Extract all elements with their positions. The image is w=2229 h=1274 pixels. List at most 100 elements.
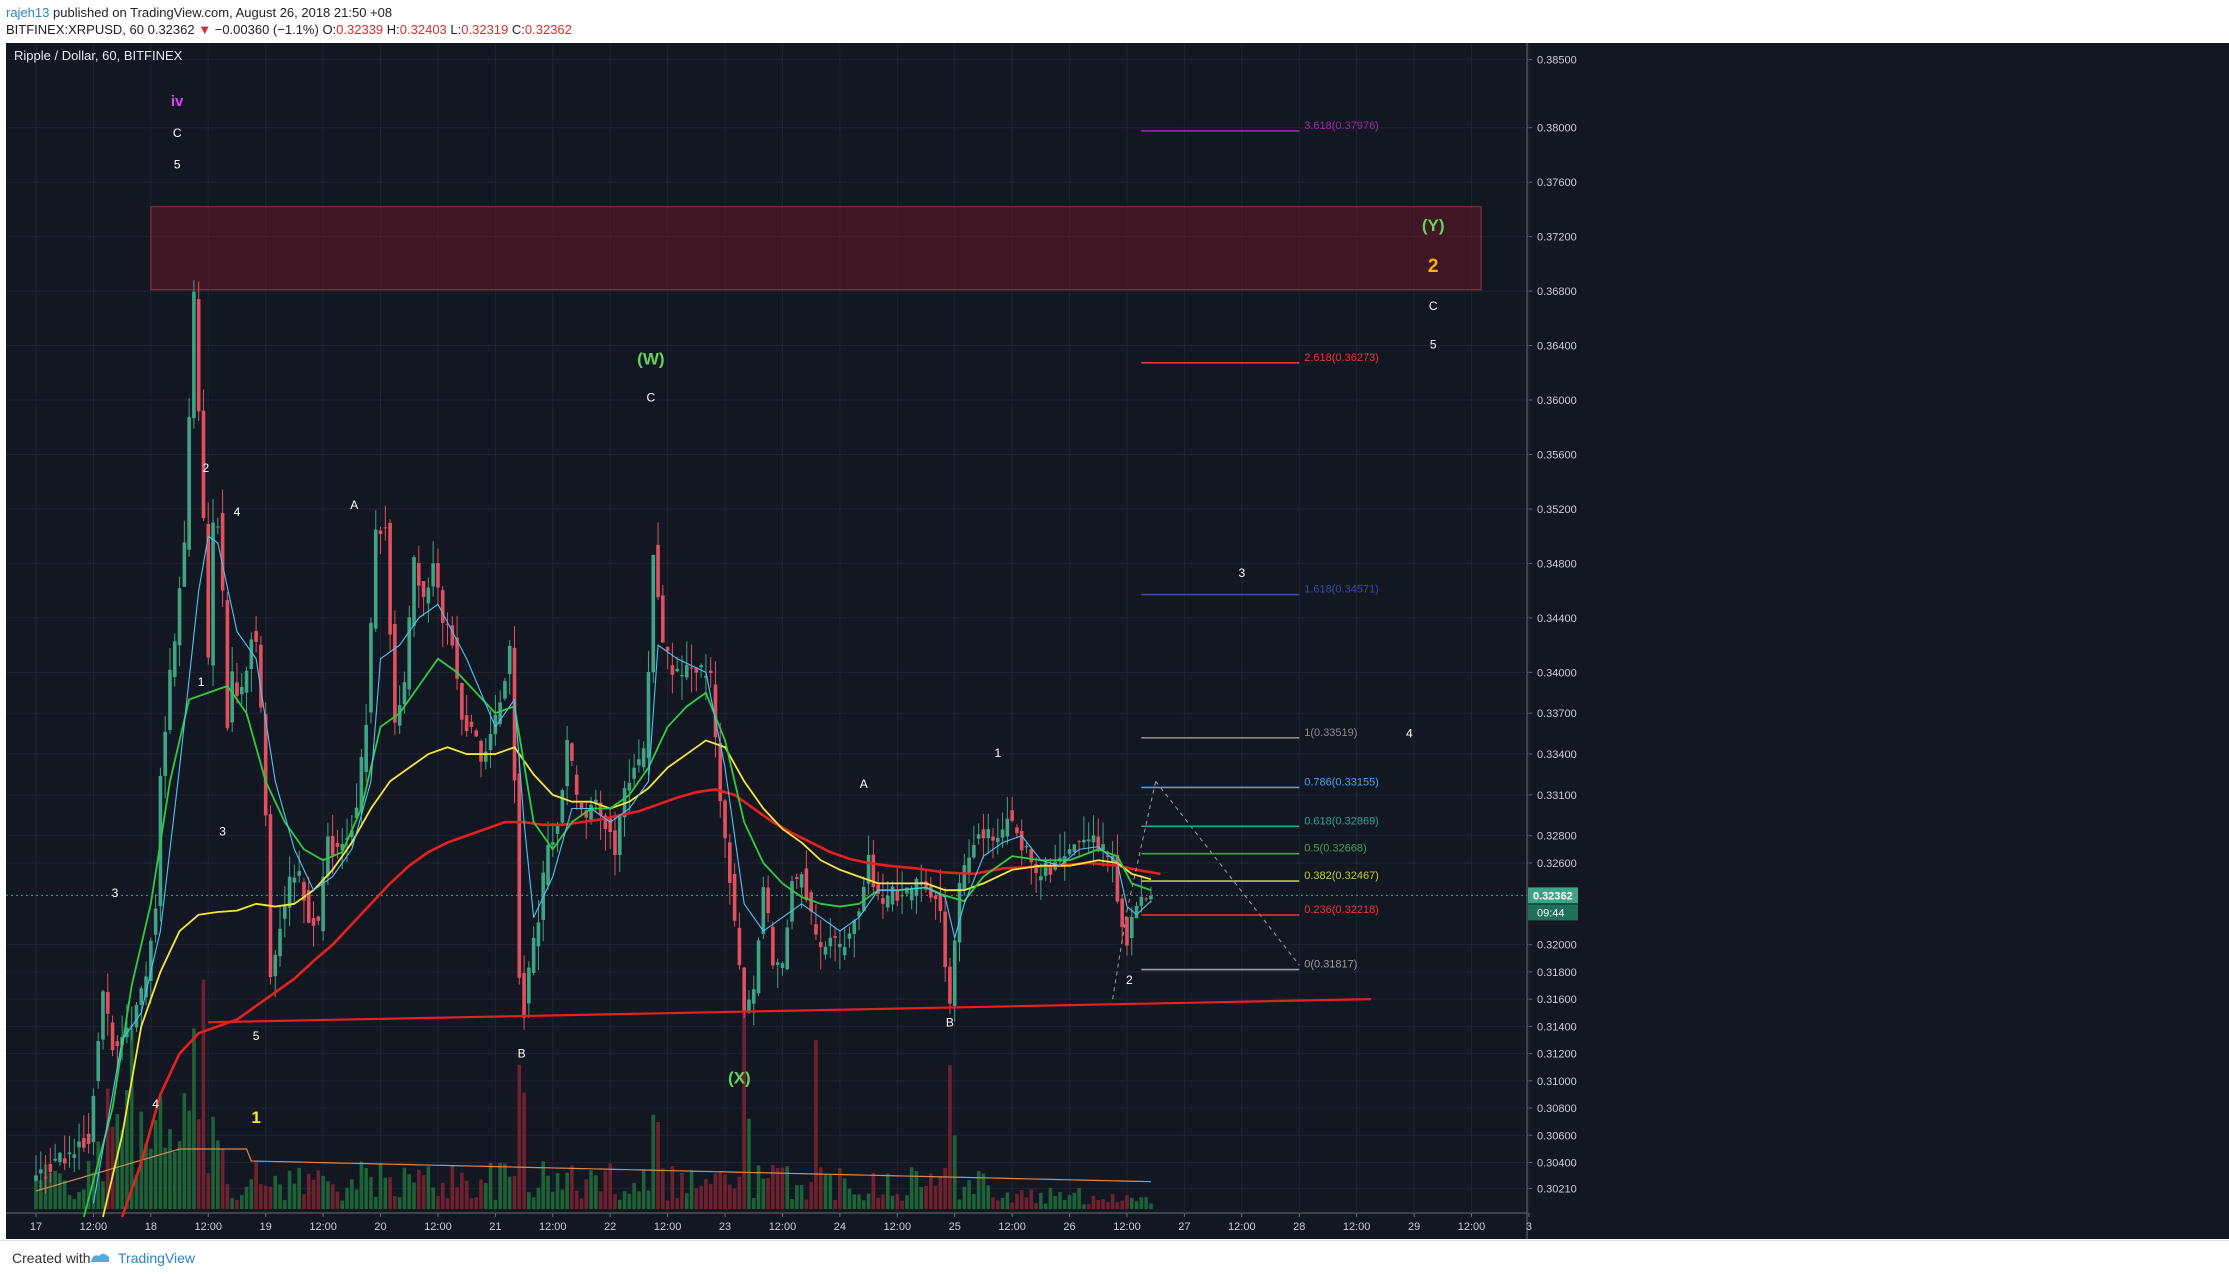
fib-level-label: 1.618(0.34571) bbox=[1304, 584, 1379, 596]
candle-body bbox=[550, 842, 555, 845]
candle-body bbox=[48, 1163, 53, 1173]
candle-body bbox=[579, 802, 584, 810]
publish-info: published on TradingView.com, August 26,… bbox=[53, 5, 393, 20]
wave-label: 3 bbox=[112, 886, 119, 900]
x-tick-label: 12:00 bbox=[194, 1221, 222, 1233]
y-tick-label: 0.38500 bbox=[1537, 55, 1577, 67]
candle-body bbox=[1139, 896, 1144, 906]
volume-bar bbox=[938, 1175, 943, 1209]
volume-bar bbox=[713, 1173, 718, 1209]
volume-bar bbox=[172, 1151, 177, 1209]
wave-label: 1 bbox=[251, 1108, 260, 1127]
volume-bar bbox=[1005, 1192, 1010, 1209]
candle-body bbox=[976, 834, 981, 839]
candle-body bbox=[881, 898, 885, 904]
candle-body bbox=[814, 924, 818, 935]
publish-line: rajeh13 published on TradingView.com, Au… bbox=[6, 5, 392, 20]
chart-area[interactable]: 0.38500 0.38000 0.37600 0.37200 0.36800 0.364… bbox=[0, 43, 2229, 1273]
x-tick-label: 12:00 bbox=[654, 1221, 682, 1233]
fib-level-label: 1(0.33519) bbox=[1304, 727, 1357, 739]
candle-body bbox=[1029, 849, 1034, 863]
volume-bar bbox=[622, 1191, 627, 1209]
volume-bar bbox=[866, 1193, 871, 1209]
candle-body bbox=[1077, 841, 1081, 843]
x-tick-label: 12:00 bbox=[1228, 1221, 1256, 1233]
candle-body bbox=[574, 774, 579, 795]
candle-body bbox=[785, 927, 790, 970]
volume-bar bbox=[235, 1199, 239, 1209]
volume-bar bbox=[919, 1187, 924, 1209]
candle-body bbox=[536, 922, 541, 947]
volume-bar bbox=[517, 1064, 522, 1209]
wave-label: iv bbox=[171, 93, 184, 110]
candle-body bbox=[450, 625, 455, 646]
volume-bar bbox=[579, 1198, 584, 1209]
candle-body bbox=[464, 715, 469, 732]
candle-body bbox=[972, 844, 976, 858]
volume-bar bbox=[421, 1175, 426, 1209]
volume-bar bbox=[1072, 1192, 1077, 1209]
y-tick-label: 0.37600 bbox=[1537, 177, 1577, 189]
volume-bar bbox=[637, 1191, 641, 1209]
volume-bar bbox=[230, 1198, 234, 1209]
volume-bar bbox=[809, 1182, 813, 1209]
low-value: 0.32319 bbox=[461, 22, 509, 37]
volume-bar bbox=[1120, 1200, 1124, 1209]
volume-bar bbox=[708, 1183, 713, 1209]
candle-body bbox=[469, 721, 474, 727]
candle-body bbox=[670, 665, 675, 675]
volume-bar bbox=[369, 1177, 373, 1209]
candle-body bbox=[53, 1158, 57, 1161]
wave-label: B bbox=[946, 1015, 954, 1029]
volume-bar bbox=[302, 1194, 306, 1209]
candle-body bbox=[943, 911, 947, 967]
footer: Created with TradingView bbox=[0, 1240, 2229, 1274]
wave-label: B bbox=[518, 1047, 526, 1061]
candle-body bbox=[1015, 827, 1019, 834]
volume-bar bbox=[761, 1178, 766, 1209]
y-tick-label: 0.32600 bbox=[1537, 858, 1577, 870]
volume-bar bbox=[115, 1114, 120, 1209]
wave-label: A bbox=[860, 777, 868, 791]
candle-body bbox=[507, 645, 512, 675]
candle-body bbox=[1115, 855, 1120, 902]
y-tick-label: 0.30400 bbox=[1537, 1158, 1577, 1170]
volume-bar bbox=[244, 1186, 249, 1209]
volume-bar bbox=[168, 1129, 172, 1209]
volume-bar bbox=[986, 1185, 991, 1209]
volume-bar bbox=[589, 1170, 593, 1209]
volume-bar bbox=[326, 1181, 330, 1209]
candle-body bbox=[1125, 917, 1129, 946]
wave-label: (Y) bbox=[1422, 216, 1445, 235]
resistance-zone bbox=[150, 206, 1482, 291]
volume-bar bbox=[239, 1195, 244, 1209]
open-label: O: bbox=[322, 22, 337, 37]
candle-body bbox=[421, 581, 426, 597]
candle-body bbox=[378, 530, 383, 534]
ema-green-line bbox=[82, 657, 1152, 1218]
open-value: 0.32339 bbox=[336, 22, 384, 37]
candle-body bbox=[684, 664, 689, 678]
volume-bar bbox=[105, 1088, 110, 1209]
candle-body bbox=[34, 1175, 38, 1181]
volume-bar bbox=[1091, 1195, 1096, 1209]
candle-body bbox=[407, 617, 412, 690]
volume-bar bbox=[790, 1199, 794, 1209]
price-chart[interactable]: 0.38500 0.38000 0.37600 0.37200 0.36800 0.364… bbox=[0, 43, 2229, 1240]
candle-body bbox=[1086, 839, 1091, 842]
candle-body bbox=[38, 1169, 43, 1174]
volume-bar bbox=[1053, 1195, 1058, 1209]
tradingview-brand-link[interactable]: TradingView bbox=[118, 1250, 196, 1266]
author-link[interactable]: rajeh13 bbox=[6, 5, 50, 20]
volume-bar bbox=[680, 1172, 684, 1209]
current-price-label: 0.32362 bbox=[1533, 890, 1573, 902]
volume-bar bbox=[799, 1184, 804, 1209]
candle-body bbox=[440, 590, 445, 624]
wave-label: 5 bbox=[253, 1029, 260, 1043]
candle-body bbox=[933, 895, 938, 900]
volume-bar bbox=[412, 1182, 416, 1209]
candle-body bbox=[67, 1152, 72, 1155]
candle-body bbox=[503, 680, 507, 699]
volume-bar bbox=[249, 1179, 254, 1209]
high-label: H: bbox=[386, 22, 400, 37]
